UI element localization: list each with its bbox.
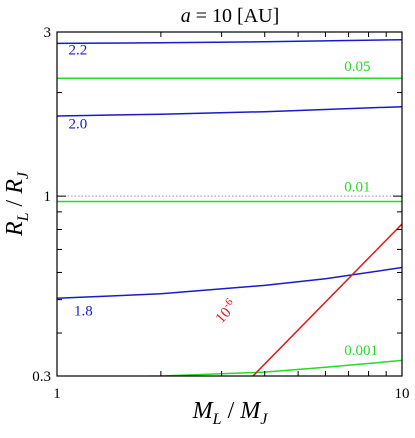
series-label-6: 0.001 xyxy=(344,343,378,359)
series-line-7 xyxy=(252,223,402,376)
series-line-2 xyxy=(57,105,402,117)
series-label-4: 0.05 xyxy=(344,59,370,75)
series-layer xyxy=(57,38,402,376)
x-tick-label-10: 10 xyxy=(395,386,410,402)
series-label-layer: 2.2 2.0 1.8 0.05 0.01 0.001 10-6 xyxy=(69,43,378,360)
y-tick-label-3: 3 xyxy=(44,25,52,41)
plot-area xyxy=(57,38,402,376)
tick-layer: 1 100.313 xyxy=(32,25,409,402)
series-label-3: 1.8 xyxy=(74,303,93,319)
y-axis-label: RL / RJ xyxy=(2,171,32,237)
x-tick-label-1: 1 xyxy=(53,386,61,402)
series-label-1: 2.2 xyxy=(69,43,88,59)
plot-frame xyxy=(56,31,403,377)
series-line-1 xyxy=(57,38,402,45)
series-line-6 xyxy=(108,359,402,376)
x-axis-label: ML / MJ xyxy=(192,398,269,428)
series-label-7: 10-6 xyxy=(210,296,241,327)
chart-title: a = 10 [AU] xyxy=(181,5,280,27)
series-label-2: 2.0 xyxy=(69,117,88,133)
series-line-3 xyxy=(57,266,402,299)
series-label-5: 0.01 xyxy=(344,180,370,196)
y-tick-label-1: 1 xyxy=(44,189,52,205)
y-tick-label-0.3: 0.3 xyxy=(32,369,51,385)
